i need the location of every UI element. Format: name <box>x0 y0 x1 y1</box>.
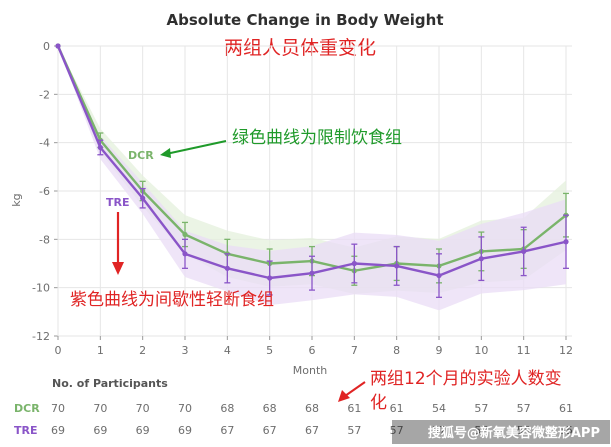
y-tick-label: 0 <box>43 40 50 53</box>
dcr-annotation: 绿色曲线为限制饮食组 <box>232 128 402 148</box>
dcr-annotation-arrow <box>160 140 227 158</box>
participants-tre-value: 55 <box>517 424 531 437</box>
main-annotation: 两组人员体重变化 <box>224 37 376 59</box>
data-point-tre <box>224 265 230 271</box>
participants-tre-value: 69 <box>51 424 65 437</box>
participants-dcr-value: 70 <box>136 402 150 415</box>
tre-annotation: 紫色曲线为间歇性轻断食组 <box>70 290 274 310</box>
participants-dcr-value: 68 <box>263 402 277 415</box>
participants-tre-value: 55 <box>559 424 573 437</box>
y-tick-label: -2 <box>39 88 50 101</box>
chart-title: Absolute Change in Body Weight <box>166 11 443 29</box>
data-point-tre <box>55 43 61 49</box>
participants-tre-value: 67 <box>305 424 319 437</box>
participants-tre-value: 69 <box>136 424 150 437</box>
data-point-tre <box>182 251 188 257</box>
x-tick-label: 1 <box>97 344 104 357</box>
x-tick-label: 7 <box>351 344 358 357</box>
participants-dcr-value: 61 <box>390 402 404 415</box>
data-point-dcr <box>182 231 188 238</box>
y-tick-label: -6 <box>39 185 50 198</box>
participants-annotation-line1: 两组12个月的实验人数变 <box>370 369 562 389</box>
participants-dcr-value: 70 <box>93 402 107 415</box>
y-tick-label: -12 <box>32 330 50 343</box>
x-tick-label: 2 <box>139 344 146 357</box>
x-tick-label: 8 <box>393 344 400 357</box>
y-tick-label: -10 <box>32 282 50 295</box>
watermark-bg <box>392 420 610 444</box>
tick-labels: 0-2-4-6-8-10-120 1 2 3 4 5 6 7 8 9 10 11 12 <box>32 40 573 357</box>
series-label-dcr: DCR <box>128 149 154 162</box>
participants-tre-value: 67 <box>263 424 277 437</box>
x-tick-label: 5 <box>266 344 273 357</box>
participants-dcr-value: 61 <box>347 402 361 415</box>
x-tick-label: 4 <box>224 344 231 357</box>
tre-annotation-arrow <box>112 212 124 275</box>
data-point-tre <box>478 256 484 262</box>
participants-dcr-value: 61 <box>559 402 573 415</box>
participants-dcr-value: 57 <box>474 402 488 415</box>
participants-values: 70 70 70 70 68 68 68 61 61 54 57 57 61 69 69 69 69 67 67 67… <box>51 402 573 437</box>
participants-tre-value: 69 <box>93 424 107 437</box>
x-tick-label: 11 <box>517 344 531 357</box>
y-tick-label: -8 <box>39 233 50 246</box>
x-tick-label: 12 <box>559 344 573 357</box>
x-tick-label: 6 <box>309 344 316 357</box>
participants-dcr-value: 57 <box>517 402 531 415</box>
data-point-tre <box>563 239 569 245</box>
participants-tre-value: 57 <box>347 424 361 437</box>
data-point-tre <box>521 248 527 255</box>
y-axis-label: kg <box>10 193 23 206</box>
x-tick-label: 3 <box>182 344 189 357</box>
series-lines <box>55 43 569 298</box>
participants-tre-value: 57 <box>390 424 404 437</box>
y-tick-label: -4 <box>39 137 50 150</box>
participants-annotation-arrow <box>338 381 366 402</box>
participants-dcr-value: 54 <box>432 402 446 415</box>
participants-dcr-value: 68 <box>305 402 319 415</box>
data-point-tre <box>309 270 315 276</box>
x-tick-label: 10 <box>474 344 488 357</box>
x-axis-label: Month <box>293 364 328 377</box>
participants-row-label-dcr: DCR <box>14 402 40 415</box>
participants-tre-value: 57 <box>432 424 446 437</box>
watermark: 搜狐号@新氧美容微整形APP <box>428 425 600 441</box>
x-tick-label: 9 <box>436 344 443 357</box>
participants-tre-value: 57 <box>474 424 488 437</box>
participants-dcr-value: 68 <box>220 402 234 415</box>
participants-row-label-tre: TRE <box>14 424 38 437</box>
participants-heading: No. of Participants <box>52 377 168 390</box>
data-point-tre <box>267 275 273 281</box>
x-tick-label: 0 <box>55 344 62 357</box>
data-point-tre <box>394 263 400 269</box>
series-label-tre: TRE <box>106 196 130 209</box>
data-point-tre <box>140 195 146 201</box>
participants-tre-value: 67 <box>220 424 234 437</box>
participants-annotation-line2: 化 <box>370 393 387 413</box>
participants-dcr-value: 70 <box>178 402 192 415</box>
participants-dcr-value: 70 <box>51 402 65 415</box>
data-point-tre <box>97 144 103 151</box>
data-point-tre <box>351 260 357 267</box>
participants-tre-value: 69 <box>178 424 192 437</box>
data-point-tre <box>436 272 442 279</box>
